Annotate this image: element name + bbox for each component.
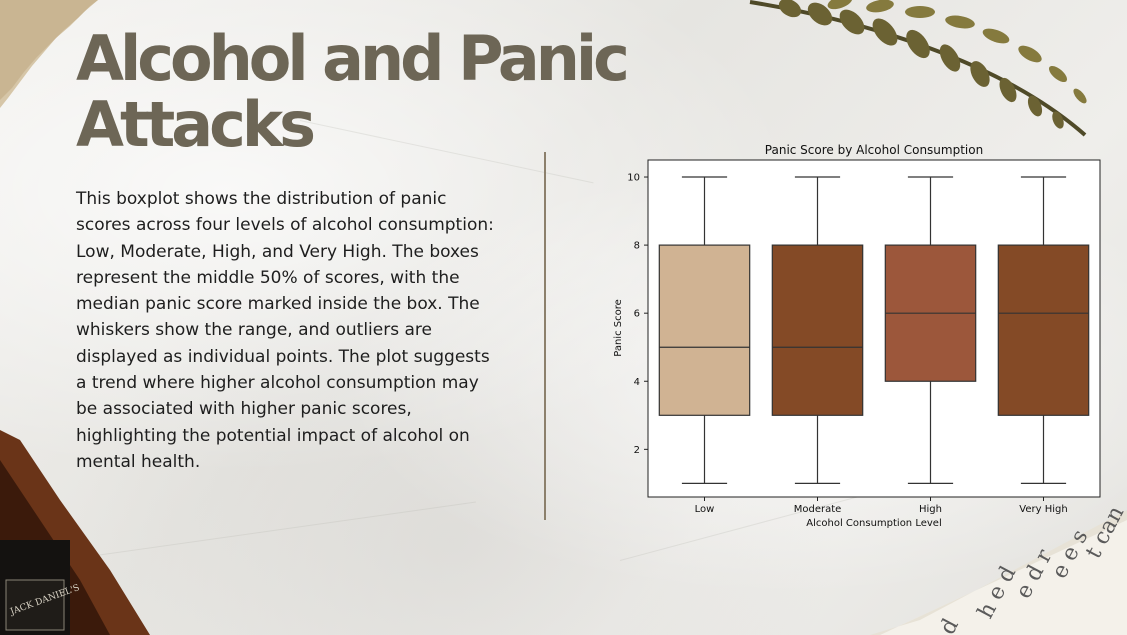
slide-title: Alcohol and Panic Attacks [76,22,630,161]
fern-leaf-decoration [749,0,1087,137]
newspaper-clipping-decoration: t can e e s e d r h e d d [870,502,1127,635]
y-axis-label: Panic Score [613,299,624,357]
y-tick-label: 8 [634,241,640,252]
box-low [658,244,751,416]
x-tick-label: Low [695,504,715,515]
y-tick-label: 10 [627,173,640,184]
box-very-high [997,244,1090,416]
x-tick-label: Moderate [794,504,842,515]
x-axis-label: Alcohol Consumption Level [806,518,941,529]
chart-title: Panic Score by Alcohol Consumption [765,143,983,157]
y-tick-label: 6 [634,309,640,320]
y-tick-label: 4 [634,377,640,388]
x-tick-label: High [919,504,942,515]
y-tick-label: 2 [634,445,640,456]
torn-paper-decoration [0,0,98,108]
slide-description: This boxplot shows the distribution of p… [76,189,494,472]
whisky-bottle-decoration: JACK DANIEL'S [0,430,150,635]
box-moderate [771,244,864,416]
vertical-divider [544,152,546,520]
x-tick-label: Very High [1019,504,1067,515]
boxplot-chart: Panic Score by Alcohol Consumption Alcoh… [613,143,1101,529]
